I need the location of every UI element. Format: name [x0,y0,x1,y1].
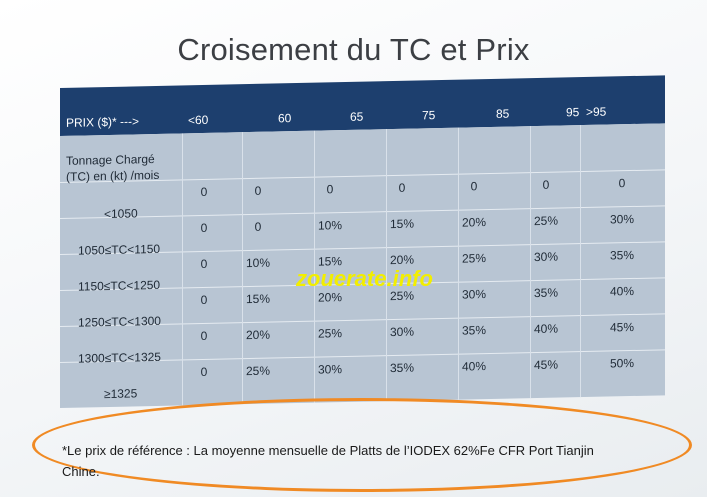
row-header-line1: Tonnage Chargé [66,152,155,168]
table-cell: 35% [533,285,559,301]
col-divider [580,125,581,398]
table-cell: 45% [609,319,635,335]
table-cell: 40% [461,359,487,374]
table-cell: 30% [461,287,487,302]
table-cell: 0 [200,184,208,200]
table-cell: 0 [200,256,208,272]
footnote-line2: Chine. [62,464,100,479]
table-cell: 30% [533,249,559,265]
row-label-4: 1250≤TC<1300 [78,313,161,330]
table-cell: 45% [533,357,559,373]
prix-header-label: PRIX ($)* ---> [66,114,140,130]
table-cell: 20% [317,290,343,305]
table-cell: 25% [461,251,487,266]
row-label-5: 1300≤TC<1325 [78,349,161,366]
col-header-7: >95 [586,104,607,119]
table-cell: 40% [533,321,559,337]
col-divider [182,133,183,406]
table-cell: 25% [317,326,343,341]
table-cell: 0 [398,180,406,195]
row-divider [60,205,665,219]
table-cell: 15% [389,216,415,232]
table-cell: 10% [245,255,271,271]
footnote: *Le prix de référence : La moyenne mensu… [62,440,682,482]
table-cell: 25% [245,363,271,379]
col-header-2: 60 [278,111,292,126]
col-header-4: 75 [422,108,436,123]
row-header-line2: (TC) en (kt) /mois [66,167,160,184]
table-cell: 0 [542,177,550,192]
table-cell: 30% [609,211,635,227]
row-label-6: ≥1325 [104,386,138,402]
row-label-1: <1050 [104,206,138,222]
table-cell: 25% [533,213,559,229]
table-cell: 40% [609,283,635,299]
table-cell: 0 [200,220,208,236]
table-cell: 10% [317,218,343,233]
table-cell: 0 [326,182,334,197]
table-cell: 20% [245,327,271,343]
table-cell: 35% [609,247,635,263]
col-header-5: 85 [496,106,510,121]
table-cell: 30% [389,324,415,340]
row-label-3: 1150≤TC<1250 [78,277,161,294]
table-cell: 0 [470,179,478,194]
watermark-text: zouerate.info [296,266,433,291]
table-cell: 0 [618,176,626,191]
table-cell: 35% [461,323,487,338]
table-cell: 0 [200,364,208,380]
row-label-2: 1050≤TC<1150 [78,241,161,258]
table-cell: 35% [389,360,415,376]
price-tonnage-table: PRIX ($)* ---> <60 60 65 75 85 95 >95 To… [60,75,665,408]
footnote-line1: *Le prix de référence : La moyenne mensu… [62,443,594,458]
table-cell: 50% [609,355,635,371]
col-header-1: <60 [188,112,209,128]
table-cell: 20% [461,215,487,230]
page-title: Croisement du TC et Prix [177,32,530,67]
col-header-6: 95 [566,105,580,120]
table-cell: 0 [254,183,262,198]
table-cell: 15% [245,291,271,307]
col-header-3: 65 [350,109,364,124]
table-cell: 30% [317,362,343,377]
highlight-ellipse [32,398,692,492]
table-cell: 0 [200,328,208,344]
table-cell: 0 [200,292,208,308]
table-cell: 0 [254,219,262,234]
